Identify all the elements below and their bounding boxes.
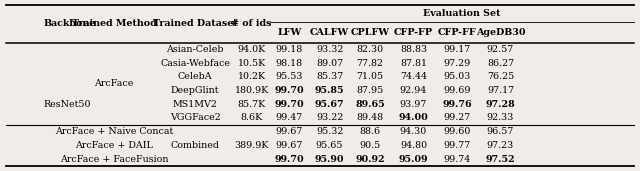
- Text: 86.27: 86.27: [487, 59, 514, 68]
- Text: 88.6: 88.6: [359, 127, 381, 136]
- Text: 93.32: 93.32: [316, 45, 343, 54]
- Text: 92.33: 92.33: [487, 114, 514, 122]
- Text: 94.0K: 94.0K: [237, 45, 266, 54]
- Text: CFP-FF: CFP-FF: [438, 28, 476, 37]
- Text: 94.30: 94.30: [400, 127, 427, 136]
- Text: 180.9K: 180.9K: [234, 86, 269, 95]
- Text: CALFW: CALFW: [310, 28, 349, 37]
- Text: 10.2K: 10.2K: [237, 73, 266, 81]
- Text: 89.07: 89.07: [316, 59, 343, 68]
- Text: 77.82: 77.82: [356, 59, 383, 68]
- Text: DeepGlint: DeepGlint: [171, 86, 220, 95]
- Text: CelebA: CelebA: [178, 73, 212, 81]
- Text: 90.92: 90.92: [355, 155, 385, 163]
- Text: 82.30: 82.30: [356, 45, 383, 54]
- Text: Casia-Webface: Casia-Webface: [160, 59, 230, 68]
- Text: CFP-FP: CFP-FP: [394, 28, 433, 37]
- Text: LFW: LFW: [277, 28, 301, 37]
- Text: 99.70: 99.70: [275, 86, 304, 95]
- Text: 87.95: 87.95: [356, 86, 383, 95]
- Text: 99.74: 99.74: [444, 155, 470, 163]
- Text: Combined: Combined: [171, 141, 220, 150]
- Text: 94.80: 94.80: [400, 141, 427, 150]
- Text: 94.00: 94.00: [399, 114, 428, 122]
- Text: 99.69: 99.69: [444, 86, 470, 95]
- Text: CPLFW: CPLFW: [351, 28, 389, 37]
- Text: 99.17: 99.17: [444, 45, 470, 54]
- Text: Backbone: Backbone: [44, 19, 96, 28]
- Text: 10.5K: 10.5K: [237, 59, 266, 68]
- Text: VGGFace2: VGGFace2: [170, 114, 221, 122]
- Text: ResNet50: ResNet50: [44, 100, 91, 109]
- Text: 93.97: 93.97: [400, 100, 427, 109]
- Text: 89.65: 89.65: [355, 100, 385, 109]
- Text: 71.05: 71.05: [356, 73, 383, 81]
- Text: 95.09: 95.09: [399, 155, 428, 163]
- Text: 99.18: 99.18: [276, 45, 303, 54]
- Text: Evaluation Set: Evaluation Set: [422, 9, 500, 18]
- Text: Trained Dataset: Trained Dataset: [153, 19, 237, 28]
- Text: 92.94: 92.94: [400, 86, 427, 95]
- Text: 95.03: 95.03: [444, 73, 470, 81]
- Text: 89.48: 89.48: [356, 114, 383, 122]
- Text: ArcFace + FaceFusion: ArcFace + FaceFusion: [60, 155, 168, 163]
- Text: 8.6K: 8.6K: [241, 114, 262, 122]
- Text: 95.53: 95.53: [276, 73, 303, 81]
- Text: 99.47: 99.47: [276, 114, 303, 122]
- Text: Trained Method: Trained Method: [72, 19, 156, 28]
- Text: 76.25: 76.25: [487, 73, 514, 81]
- Text: 95.32: 95.32: [316, 127, 343, 136]
- Text: 99.76: 99.76: [442, 100, 472, 109]
- Text: 95.85: 95.85: [315, 86, 344, 95]
- Text: # of ids: # of ids: [231, 19, 272, 28]
- Text: 99.67: 99.67: [276, 127, 303, 136]
- Text: 97.29: 97.29: [444, 59, 470, 68]
- Text: 95.67: 95.67: [315, 100, 344, 109]
- Text: ArcFace: ArcFace: [94, 79, 134, 88]
- Text: 95.90: 95.90: [315, 155, 344, 163]
- Text: 97.23: 97.23: [487, 141, 514, 150]
- Text: 88.83: 88.83: [400, 45, 427, 54]
- Text: 389.9K: 389.9K: [234, 141, 269, 150]
- Text: 99.60: 99.60: [444, 127, 470, 136]
- Text: 97.28: 97.28: [486, 100, 515, 109]
- Text: 92.57: 92.57: [487, 45, 514, 54]
- Text: 99.70: 99.70: [275, 100, 304, 109]
- Text: 99.27: 99.27: [444, 114, 470, 122]
- Text: 99.67: 99.67: [276, 141, 303, 150]
- Text: 85.37: 85.37: [316, 73, 343, 81]
- Text: 96.57: 96.57: [487, 127, 514, 136]
- Text: MS1MV2: MS1MV2: [173, 100, 218, 109]
- Text: ArcFace + DAIL: ArcFace + DAIL: [75, 141, 153, 150]
- Text: 93.22: 93.22: [316, 114, 343, 122]
- Text: 97.52: 97.52: [486, 155, 515, 163]
- Text: 99.77: 99.77: [444, 141, 470, 150]
- Text: 99.70: 99.70: [275, 155, 304, 163]
- Text: Asian-Celeb: Asian-Celeb: [166, 45, 224, 54]
- Text: 90.5: 90.5: [359, 141, 381, 150]
- Text: 95.65: 95.65: [316, 141, 343, 150]
- Text: 87.81: 87.81: [400, 59, 427, 68]
- Text: 97.17: 97.17: [487, 86, 514, 95]
- Text: 98.18: 98.18: [276, 59, 303, 68]
- Text: 74.44: 74.44: [400, 73, 427, 81]
- Text: AgeDB30: AgeDB30: [476, 28, 525, 37]
- Text: 85.7K: 85.7K: [237, 100, 266, 109]
- Text: ArcFace + Naive Concat: ArcFace + Naive Concat: [55, 127, 173, 136]
